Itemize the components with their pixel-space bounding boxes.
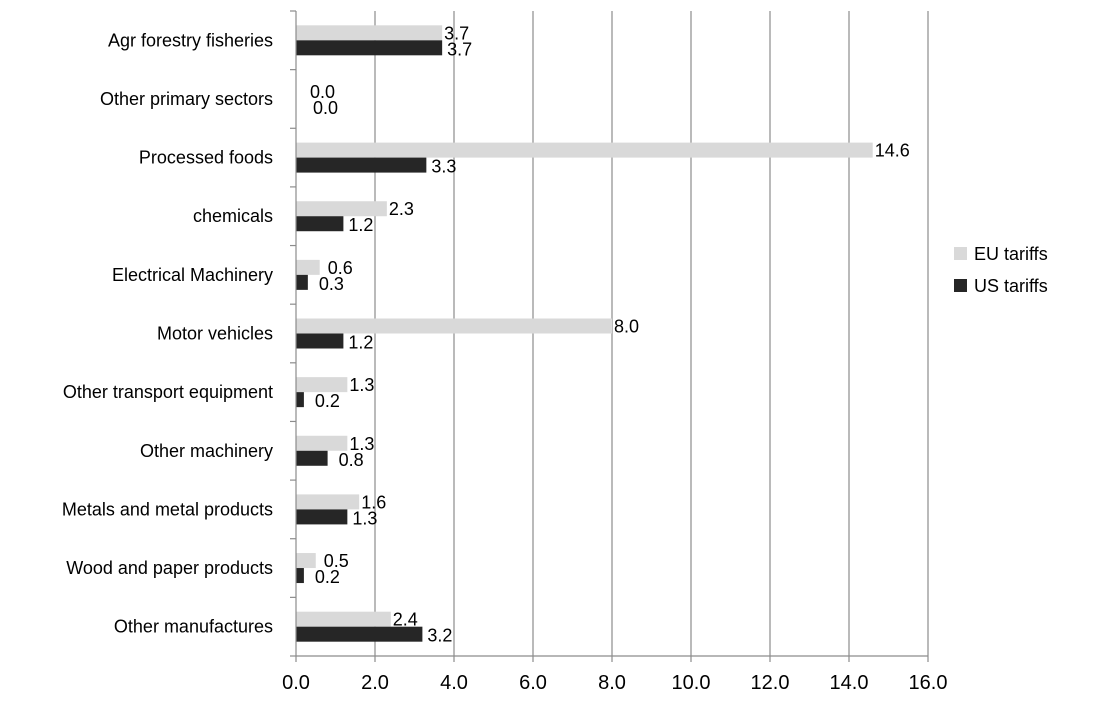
data-label-eu-tariffs: 3.7 xyxy=(444,23,469,43)
data-label-eu-tariffs: 1.3 xyxy=(349,434,374,454)
category-label: Other transport equipment xyxy=(63,382,273,402)
bar-eu-tariffs xyxy=(296,142,873,158)
x-tick-labels: 0.0 2.0 4.0 6.0 8.0 10.0 12.0 14.0 16.0 xyxy=(282,672,947,694)
data-label-eu-tariffs: 0.5 xyxy=(324,551,349,571)
x-tick-label: 6.0 xyxy=(519,672,547,694)
legend-label-us-tariffs: US tariffs xyxy=(974,276,1048,296)
bar-eu-tariffs xyxy=(296,611,391,627)
x-tick-label: 8.0 xyxy=(598,672,626,694)
bar-eu-tariffs xyxy=(296,377,348,393)
data-label-us-tariffs: 1.2 xyxy=(348,215,373,235)
bar-us-tariffs xyxy=(296,509,348,525)
bar-us-tariffs xyxy=(296,450,328,466)
category-label: Processed foods xyxy=(139,148,273,168)
x-tick-label: 12.0 xyxy=(751,672,790,694)
bar-eu-tariffs xyxy=(296,435,348,451)
data-label-us-tariffs: 0.0 xyxy=(313,98,338,118)
x-tick-label: 10.0 xyxy=(672,672,711,694)
bar-eu-tariffs xyxy=(296,201,387,217)
data-label-eu-tariffs: 0.6 xyxy=(328,258,353,278)
legend-label-eu-tariffs: EU tariffs xyxy=(974,244,1048,264)
x-tick-label: 2.0 xyxy=(361,672,389,694)
bar-eu-tariffs xyxy=(296,553,316,569)
category-label: Other primary sectors xyxy=(100,89,273,109)
bar-us-tariffs xyxy=(296,216,344,232)
data-label-us-tariffs: 3.3 xyxy=(431,157,456,177)
bar-us-tariffs xyxy=(296,568,304,584)
category-label: chemicals xyxy=(193,206,273,226)
bar-eu-tariffs xyxy=(296,318,612,334)
data-label-us-tariffs: 3.7 xyxy=(447,39,472,59)
bar-us-tariffs xyxy=(296,157,427,173)
data-label-us-tariffs: 1.2 xyxy=(348,333,373,353)
x-tick-label: 14.0 xyxy=(830,672,869,694)
bar-us-tariffs xyxy=(296,333,344,349)
bar-us-tariffs xyxy=(296,626,423,642)
data-label-us-tariffs: 1.3 xyxy=(352,508,377,528)
category-label: Electrical Machinery xyxy=(112,265,273,285)
legend-swatch-us-tariffs xyxy=(954,279,967,292)
bar-us-tariffs xyxy=(296,40,443,56)
bar-eu-tariffs xyxy=(296,25,443,41)
data-label-eu-tariffs: 2.3 xyxy=(389,199,414,219)
data-label-eu-tariffs: 0.0 xyxy=(310,82,335,102)
x-tick-label: 4.0 xyxy=(440,672,468,694)
data-label-us-tariffs: 3.2 xyxy=(427,626,452,646)
category-label: Motor vehicles xyxy=(157,324,273,344)
data-label-eu-tariffs: 1.3 xyxy=(349,375,374,395)
bar-eu-tariffs xyxy=(296,259,320,275)
x-tick-label: 0.0 xyxy=(282,672,310,694)
bar-eu-tariffs xyxy=(296,494,360,510)
data-label-eu-tariffs: 1.6 xyxy=(361,492,386,512)
bar-us-tariffs xyxy=(296,274,308,290)
data-labels: 3.73.7 0.00.0 14.6 3.3 2.3 1.2 0.60.3 8.0 1.2 1.3… xyxy=(310,23,910,645)
category-labels: Agr forestry fisheries Other primary sect… xyxy=(62,30,273,636)
data-label-eu-tariffs: 2.4 xyxy=(393,610,418,630)
category-label: Metals and metal products xyxy=(62,499,273,519)
x-tick-label: 16.0 xyxy=(909,672,948,694)
data-label-us-tariffs: 0.2 xyxy=(315,391,340,411)
category-label: Agr forestry fisheries xyxy=(108,30,273,50)
bar-us-tariffs xyxy=(296,392,304,408)
category-label: Wood and paper products xyxy=(66,558,273,578)
data-label-us-tariffs: 0.3 xyxy=(319,274,344,294)
data-label-us-tariffs: 0.2 xyxy=(315,567,340,587)
legend-swatch-eu-tariffs xyxy=(954,247,967,260)
category-label: Other manufactures xyxy=(114,617,273,637)
bars xyxy=(296,25,873,642)
category-label: Other machinery xyxy=(140,441,273,461)
data-label-us-tariffs: 0.8 xyxy=(339,450,364,470)
data-label-eu-tariffs: 8.0 xyxy=(614,317,639,337)
legend: EU tariffs US tariffs xyxy=(954,244,1048,296)
data-label-eu-tariffs: 14.6 xyxy=(875,141,910,161)
axes xyxy=(290,10,929,662)
